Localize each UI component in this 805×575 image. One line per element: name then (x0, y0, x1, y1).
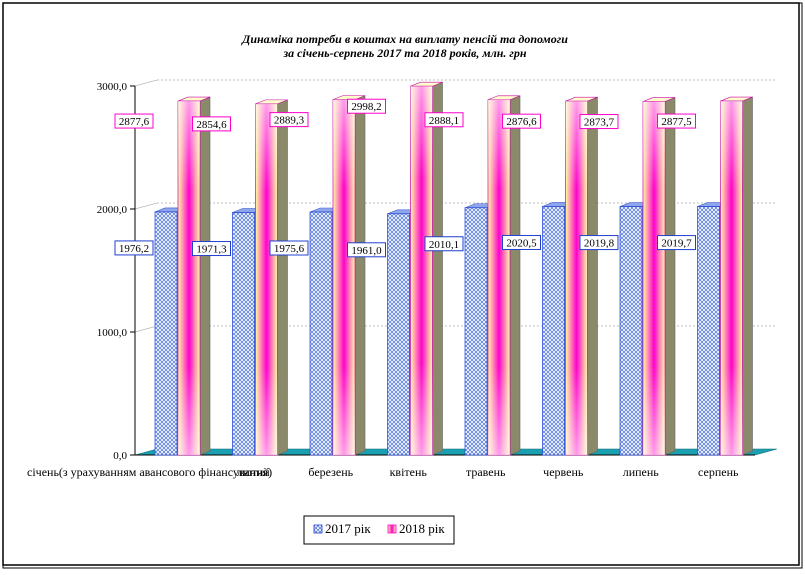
bar-highlight (178, 101, 200, 455)
bar-front (388, 214, 410, 455)
gridline-depth (135, 203, 157, 209)
bar-2018 (488, 96, 520, 455)
x-tick-label-6: липень (623, 465, 660, 479)
y-tick-label: 0,0 (113, 450, 127, 462)
legend-label-2017: 2017 рік (325, 521, 371, 536)
data-label-text: 2888,1 (429, 115, 459, 127)
y-tick-label: 1000,0 (97, 327, 128, 339)
bar-highlight (256, 104, 278, 455)
bar-front (155, 212, 177, 455)
bar-highlight (333, 100, 355, 455)
gridline-depth (135, 80, 157, 86)
x-tick-label-3: квітень (390, 465, 428, 479)
bar-side (278, 100, 288, 455)
bar-side (588, 97, 598, 455)
bar-2018 (333, 96, 365, 455)
data-label-text: 2020,5 (506, 237, 537, 249)
bar-side (665, 98, 675, 455)
data-label: 1971,3 (193, 242, 231, 256)
data-label: 2010,1 (425, 237, 463, 251)
data-label: 2020,5 (503, 235, 541, 249)
bar-side (433, 82, 443, 455)
bar-side (510, 96, 520, 455)
bar-2018 (256, 100, 288, 455)
x-tick-label-4: травень (466, 465, 506, 479)
chart-floor (135, 449, 777, 455)
data-label: 2876,6 (503, 114, 541, 128)
data-label-text: 2873,7 (584, 117, 615, 129)
legend-swatch-2017 (314, 525, 322, 533)
data-label: 1976,2 (115, 241, 153, 255)
data-label-text: 2854,6 (196, 119, 227, 131)
gridline-depth (135, 326, 157, 332)
data-label: 2019,8 (580, 236, 618, 250)
data-label-text: 2019,8 (584, 238, 615, 250)
bar-front (310, 212, 332, 455)
x-tick-label-2: березень (308, 465, 353, 479)
data-label: 2998,2 (348, 99, 386, 113)
data-label: 1961,0 (348, 243, 386, 257)
data-label: 2877,6 (115, 114, 153, 128)
bar-side (743, 97, 753, 455)
data-label: 2854,6 (193, 117, 231, 131)
x-tick-label-5: червень (543, 465, 584, 479)
bar-side (200, 97, 210, 455)
chart-frame: Динаміка потреби в коштах на виплату пен… (0, 0, 805, 570)
bar-front (543, 206, 565, 455)
data-label-text: 2019,7 (661, 238, 692, 250)
data-label-text: 2876,6 (506, 116, 537, 128)
chart-title: Динаміка потреби в коштах на виплату пен… (241, 32, 568, 46)
bar-front (233, 213, 255, 455)
bars (155, 82, 753, 455)
data-label: 1975,6 (270, 241, 308, 255)
bar-front (698, 207, 720, 455)
bar-highlight (566, 101, 588, 455)
data-label-text: 1971,3 (196, 244, 227, 256)
chart-subtitle: за січень-серпень 2017 та 2018 років, мл… (283, 46, 527, 60)
y-tick-label: 3000,0 (97, 81, 128, 93)
data-label: 2889,3 (270, 113, 308, 127)
legend-swatch-2018 (388, 525, 396, 533)
data-label: 2019,7 (658, 236, 696, 250)
y-tick-label: 2000,0 (97, 204, 128, 216)
bar-2018 (643, 98, 675, 455)
x-tick-label-7: серпень (698, 465, 739, 479)
data-label-text: 2998,2 (351, 101, 381, 113)
data-label-text: 1961,0 (351, 245, 382, 257)
data-label-text: 2889,3 (274, 115, 305, 127)
bar-2018 (411, 82, 443, 455)
data-label: 2888,1 (425, 113, 463, 127)
bar-side (355, 96, 365, 455)
data-label-text: 1975,6 (274, 243, 305, 255)
data-label: 2877,5 (658, 114, 696, 128)
legend: 2017 рік 2018 рік (304, 516, 454, 544)
bar-2018 (566, 97, 598, 455)
bar-highlight (643, 102, 665, 455)
data-label-text: 2877,5 (661, 116, 692, 128)
data-label-text: 2877,6 (119, 116, 150, 128)
x-tick-label-0: січень(з урахуванням авансового фінансув… (27, 465, 272, 479)
x-tick-label-1: лютий (237, 465, 270, 479)
bar-2018 (721, 97, 753, 455)
chart-svg: Динаміка потреби в коштах на виплату пен… (0, 0, 805, 570)
data-label-text: 2010,1 (429, 239, 459, 251)
data-label-text: 1976,2 (119, 243, 149, 255)
bar-highlight (411, 86, 433, 455)
bar-highlight (488, 100, 510, 455)
bar-front (620, 207, 642, 455)
bar-highlight (721, 101, 743, 455)
bar-2018 (178, 97, 210, 455)
data-label: 2873,7 (580, 115, 618, 129)
legend-label-2018: 2018 рік (399, 521, 445, 536)
x-tick-labels: січень(з урахуванням авансового фінансув… (27, 465, 739, 479)
bar-front (465, 208, 487, 455)
